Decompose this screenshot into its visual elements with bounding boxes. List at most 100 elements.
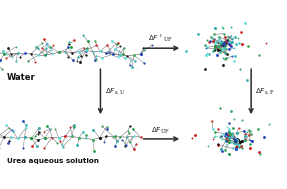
- Point: [81, 34, 86, 37]
- Point: [109, 39, 114, 42]
- Point: [234, 144, 239, 147]
- Point: [36, 54, 40, 57]
- Point: [24, 124, 28, 127]
- Point: [9, 53, 13, 56]
- Point: [234, 146, 238, 149]
- Point: [221, 49, 226, 52]
- Point: [234, 137, 239, 140]
- Point: [237, 143, 241, 146]
- Point: [131, 54, 136, 57]
- Point: [233, 139, 237, 142]
- Point: [115, 43, 120, 46]
- Point: [6, 46, 11, 49]
- Point: [68, 46, 73, 49]
- Point: [216, 35, 221, 38]
- Point: [9, 128, 14, 131]
- Point: [75, 144, 79, 147]
- Point: [226, 41, 231, 44]
- Point: [234, 139, 239, 142]
- Point: [121, 53, 125, 56]
- Point: [237, 141, 242, 144]
- Point: [220, 63, 225, 66]
- Point: [211, 138, 215, 141]
- Point: [220, 26, 225, 29]
- Text: Urea aqueous solution: Urea aqueous solution: [7, 158, 99, 164]
- Point: [120, 138, 125, 141]
- Point: [15, 137, 20, 140]
- Point: [226, 136, 231, 139]
- Point: [215, 134, 219, 137]
- Point: [113, 47, 118, 50]
- Point: [130, 65, 134, 68]
- Point: [224, 40, 229, 43]
- Point: [229, 40, 234, 43]
- Point: [216, 38, 221, 41]
- Point: [237, 145, 242, 148]
- Point: [221, 32, 226, 35]
- Point: [44, 52, 49, 55]
- Point: [70, 59, 75, 62]
- Point: [215, 143, 220, 146]
- Point: [224, 139, 228, 142]
- Point: [248, 130, 252, 133]
- Point: [70, 52, 75, 55]
- Point: [34, 46, 39, 49]
- Point: [213, 45, 218, 48]
- Point: [239, 30, 243, 33]
- Point: [223, 40, 227, 43]
- Point: [205, 51, 210, 54]
- Point: [91, 128, 96, 131]
- Point: [33, 135, 37, 138]
- Point: [204, 54, 208, 57]
- Point: [230, 141, 235, 144]
- Point: [215, 128, 220, 131]
- Point: [222, 42, 227, 45]
- Point: [42, 147, 47, 150]
- Point: [247, 128, 251, 131]
- Point: [225, 137, 230, 140]
- Point: [131, 135, 136, 138]
- Point: [220, 42, 224, 45]
- Point: [48, 128, 53, 131]
- Point: [213, 26, 217, 29]
- Text: $\Delta F_\mathregular{UF}$: $\Delta F_\mathregular{UF}$: [151, 125, 170, 136]
- Point: [226, 135, 230, 138]
- Point: [223, 57, 227, 60]
- Point: [193, 133, 197, 136]
- Point: [234, 144, 238, 147]
- Point: [18, 55, 22, 58]
- Point: [104, 125, 109, 128]
- Point: [218, 50, 222, 53]
- Point: [235, 141, 239, 144]
- Text: Water: Water: [7, 73, 36, 82]
- Point: [248, 146, 252, 149]
- Point: [49, 48, 53, 51]
- Point: [42, 130, 46, 133]
- Point: [72, 39, 76, 42]
- Text: $\Delta F_\mathregular{s,U}$: $\Delta F_\mathregular{s,U}$: [105, 87, 125, 97]
- Point: [233, 139, 238, 142]
- Point: [228, 129, 233, 132]
- Point: [234, 132, 239, 135]
- Point: [56, 136, 61, 139]
- Point: [67, 43, 71, 46]
- Text: $\Delta F_\mathregular{s,F}$: $\Delta F_\mathregular{s,F}$: [255, 87, 274, 97]
- Point: [7, 126, 11, 129]
- Point: [223, 135, 227, 138]
- Point: [243, 139, 248, 142]
- Point: [84, 53, 88, 56]
- Point: [228, 44, 232, 47]
- Point: [244, 130, 249, 133]
- Point: [80, 130, 85, 133]
- Point: [127, 125, 132, 128]
- Point: [218, 107, 222, 110]
- Point: [216, 49, 221, 52]
- Point: [33, 60, 38, 63]
- Point: [256, 127, 260, 130]
- Point: [118, 53, 122, 56]
- Point: [221, 43, 226, 46]
- Point: [223, 44, 228, 47]
- Point: [221, 48, 226, 51]
- Point: [223, 139, 228, 142]
- Point: [227, 131, 231, 134]
